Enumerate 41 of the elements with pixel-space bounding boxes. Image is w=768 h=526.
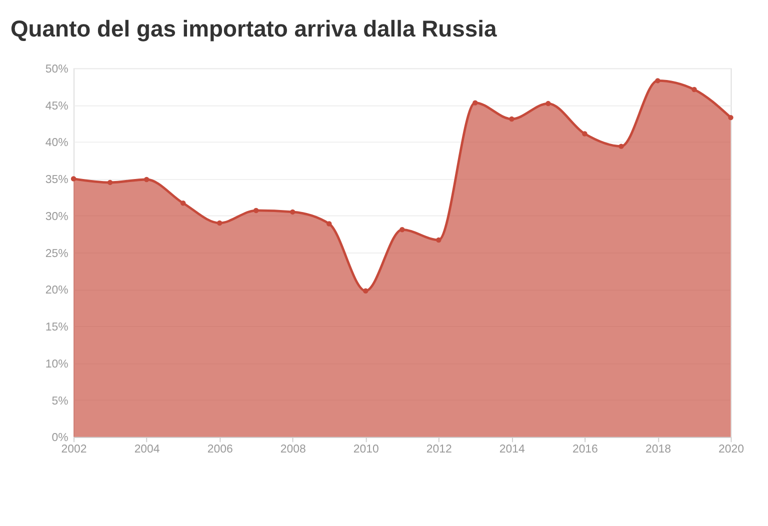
y-tick-label: 5% <box>52 395 68 408</box>
point <box>326 221 332 226</box>
point <box>70 176 76 182</box>
y-tick-label: 0% <box>52 432 68 444</box>
chart-title: Quanto del gas importato arriva dalla Russia <box>10 16 498 42</box>
y-tick-label: 50% <box>45 63 68 76</box>
x-tick-label: 2006 <box>207 444 233 456</box>
point <box>655 78 660 84</box>
x-tick-label: 2018 <box>645 444 671 456</box>
point <box>728 114 734 120</box>
point <box>290 209 296 215</box>
point <box>472 100 478 106</box>
x-tick-label: 2008 <box>280 444 306 456</box>
point <box>363 288 368 294</box>
point <box>216 220 222 226</box>
point <box>400 227 405 232</box>
point <box>546 100 551 106</box>
point <box>107 180 113 186</box>
y-tick-label: 25% <box>45 248 68 260</box>
x-tick-label: 2012 <box>426 444 452 456</box>
y-tick-label: 35% <box>45 174 68 186</box>
point <box>509 116 514 122</box>
y-tick-label: 40% <box>45 137 68 150</box>
x-tick-label: 2002 <box>61 444 87 456</box>
point <box>180 200 186 206</box>
point <box>692 86 697 92</box>
point <box>436 237 442 243</box>
y-tick-label: 10% <box>45 358 68 370</box>
x-tick-label: 2020 <box>718 444 744 456</box>
point <box>618 144 624 149</box>
x-tick-label: 2010 <box>353 444 379 456</box>
y-tick-label: 20% <box>45 284 68 297</box>
point <box>253 208 259 214</box>
y-tick-label: 30% <box>45 210 68 223</box>
x-tick-label: 2014 <box>499 444 526 456</box>
point <box>144 176 150 182</box>
y-tick-label: 15% <box>45 322 68 334</box>
point <box>582 131 588 136</box>
x-tick-label: 2016 <box>572 444 598 456</box>
x-tick-label: 2004 <box>134 444 160 456</box>
y-tick-label: 45% <box>45 100 68 112</box>
